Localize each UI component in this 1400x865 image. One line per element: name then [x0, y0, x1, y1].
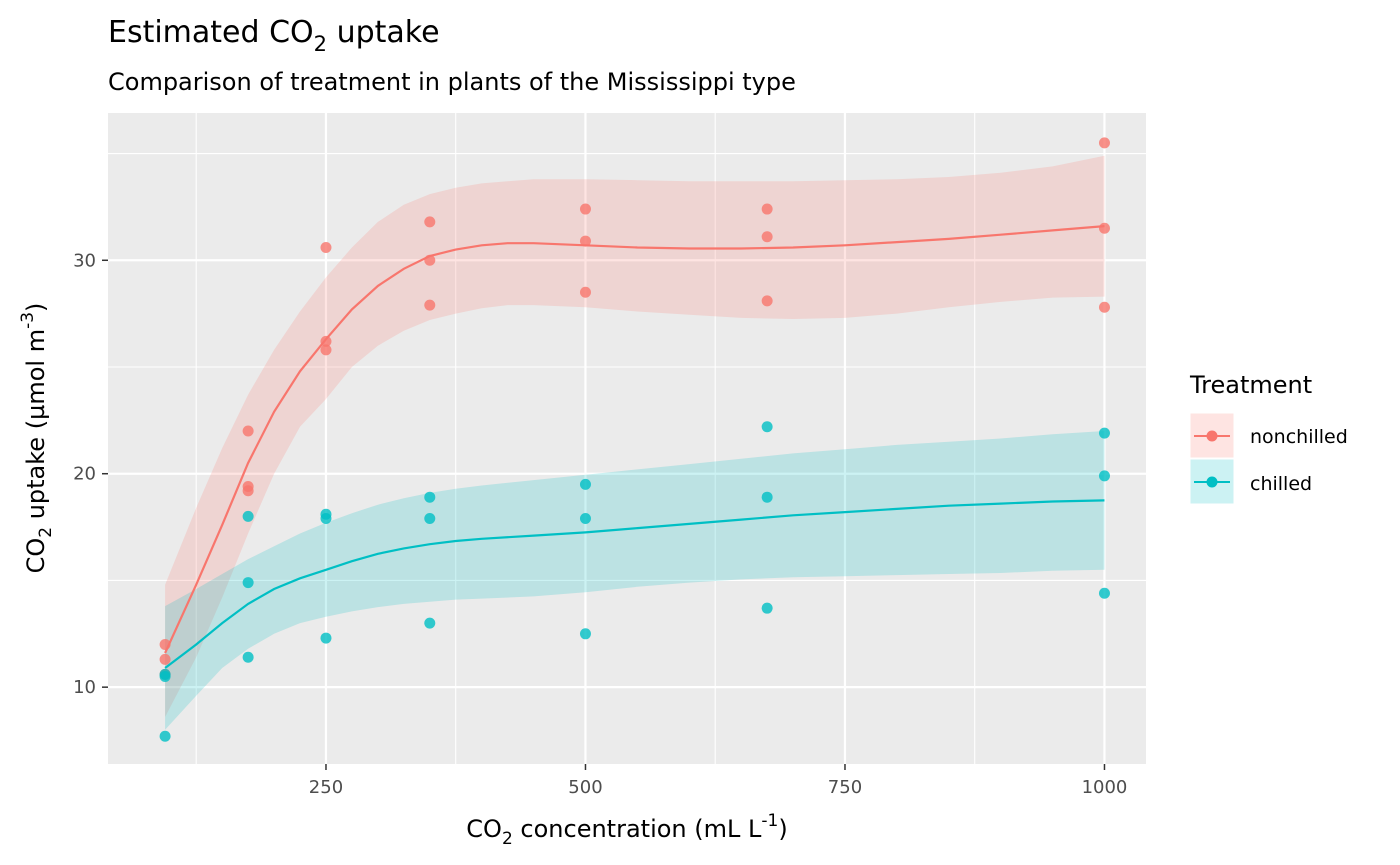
data-point-nonchilled [1098, 137, 1110, 149]
confidence-band-nonchilled [165, 155, 1105, 717]
data-point-nonchilled [761, 295, 773, 307]
data-point-chilled [579, 513, 591, 525]
data-point-chilled [424, 513, 436, 525]
data-point-nonchilled [424, 254, 436, 266]
legend-label-chilled: chilled [1250, 473, 1312, 495]
data-point-nonchilled [424, 216, 436, 228]
data-points [159, 137, 1110, 742]
data-point-nonchilled [424, 299, 436, 311]
data-point-nonchilled [1098, 301, 1110, 313]
x-tick-labels: 250 500 750 1000 [309, 777, 1128, 798]
data-point-chilled [242, 510, 254, 522]
data-point-nonchilled [579, 235, 591, 247]
y-axis-title: CO2 uptake (µmol m-3) [18, 303, 56, 574]
data-point-chilled [579, 628, 591, 640]
plot-panel [108, 113, 1146, 764]
data-point-nonchilled [159, 653, 171, 665]
legend-item-nonchilled: nonchilled [1189, 412, 1348, 459]
data-point-nonchilled [159, 638, 171, 650]
x-tick-label: 250 [309, 777, 343, 798]
data-point-nonchilled [1098, 222, 1110, 234]
legend-title: Treatment [1189, 371, 1312, 399]
data-point-nonchilled [320, 241, 332, 253]
chart-subtitle: Comparison of treatment in plants of the… [108, 68, 796, 96]
smooth-lines [164, 225, 1105, 669]
data-point-chilled [424, 617, 436, 629]
y-tick-labels: 10 20 30 [73, 250, 96, 698]
smooth-line-nonchilled [164, 225, 1105, 654]
data-point-nonchilled [320, 335, 332, 347]
chart-title: Estimated CO2 uptake [108, 15, 440, 56]
data-point-nonchilled [320, 344, 332, 356]
axis-ticks [102, 259, 1106, 770]
minor-gridlines [108, 113, 1146, 764]
legend: Treatment nonchilled chilled [1189, 371, 1348, 505]
data-point-chilled [159, 670, 171, 682]
data-point-nonchilled [761, 203, 773, 215]
legend-label-nonchilled: nonchilled [1250, 426, 1348, 448]
data-point-nonchilled [761, 231, 773, 243]
data-point-nonchilled [242, 425, 254, 437]
legend-point-chilled [1206, 476, 1218, 488]
data-point-chilled [424, 491, 436, 503]
data-point-nonchilled [242, 485, 254, 497]
x-axis-title: CO2 concentration (mL L-1) [466, 811, 787, 849]
data-point-chilled [320, 513, 332, 525]
x-tick-label: 750 [828, 777, 862, 798]
data-point-chilled [761, 421, 773, 433]
y-tick-label: 10 [73, 677, 96, 698]
legend-point-nonchilled [1206, 430, 1218, 442]
data-point-nonchilled [579, 286, 591, 298]
y-tick-label: 30 [73, 250, 96, 271]
x-tick-label: 500 [568, 777, 602, 798]
confidence-bands [165, 155, 1105, 730]
data-point-chilled [761, 602, 773, 614]
data-point-chilled [159, 730, 171, 742]
data-point-chilled [761, 491, 773, 503]
legend-item-chilled: chilled [1189, 458, 1312, 505]
data-point-nonchilled [579, 203, 591, 215]
data-point-chilled [1098, 587, 1110, 599]
y-tick-label: 20 [73, 464, 96, 485]
x-tick-label: 1000 [1082, 777, 1128, 798]
data-point-chilled [1098, 470, 1110, 482]
data-point-chilled [320, 632, 332, 644]
data-point-chilled [242, 651, 254, 663]
smooth-line-chilled [164, 499, 1105, 669]
data-point-chilled [242, 577, 254, 589]
data-point-chilled [1098, 427, 1110, 439]
confidence-band-chilled [165, 431, 1105, 730]
data-point-chilled [579, 478, 591, 490]
